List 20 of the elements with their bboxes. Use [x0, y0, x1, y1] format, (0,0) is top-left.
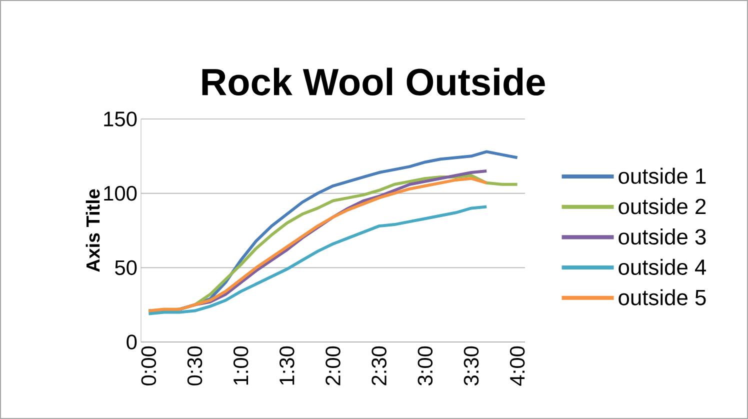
- chart-title: Rock Wool Outside: [202, 68, 545, 96]
- x-tick-label: 0:30: [187, 346, 202, 386]
- y-tick-label: 0: [126, 334, 137, 350]
- x-tick-label: 4:00: [510, 346, 525, 386]
- legend-label: outside 4: [618, 258, 706, 275]
- x-tick-label: 3:00: [418, 346, 433, 386]
- legend-label: outside 2: [618, 198, 706, 214]
- x-tick-label: 0:00: [141, 346, 156, 386]
- legend-label: outside 3: [618, 228, 706, 245]
- legend-label: outside 5: [618, 289, 706, 306]
- y-tick-label: 100: [104, 186, 137, 201]
- y-axis-title: Axis Title: [86, 189, 100, 272]
- y-tick-label: 150: [104, 112, 137, 126]
- x-tick-label: 1:00: [233, 346, 248, 385]
- legend-label: outside 1: [618, 168, 706, 184]
- x-tick-label: 2:00: [326, 346, 340, 386]
- x-tick-label: 3:30: [464, 346, 479, 386]
- x-tick-label: 2:30: [372, 346, 386, 386]
- y-tick-label: 50: [115, 260, 137, 276]
- x-tick-label: 1:30: [280, 346, 294, 385]
